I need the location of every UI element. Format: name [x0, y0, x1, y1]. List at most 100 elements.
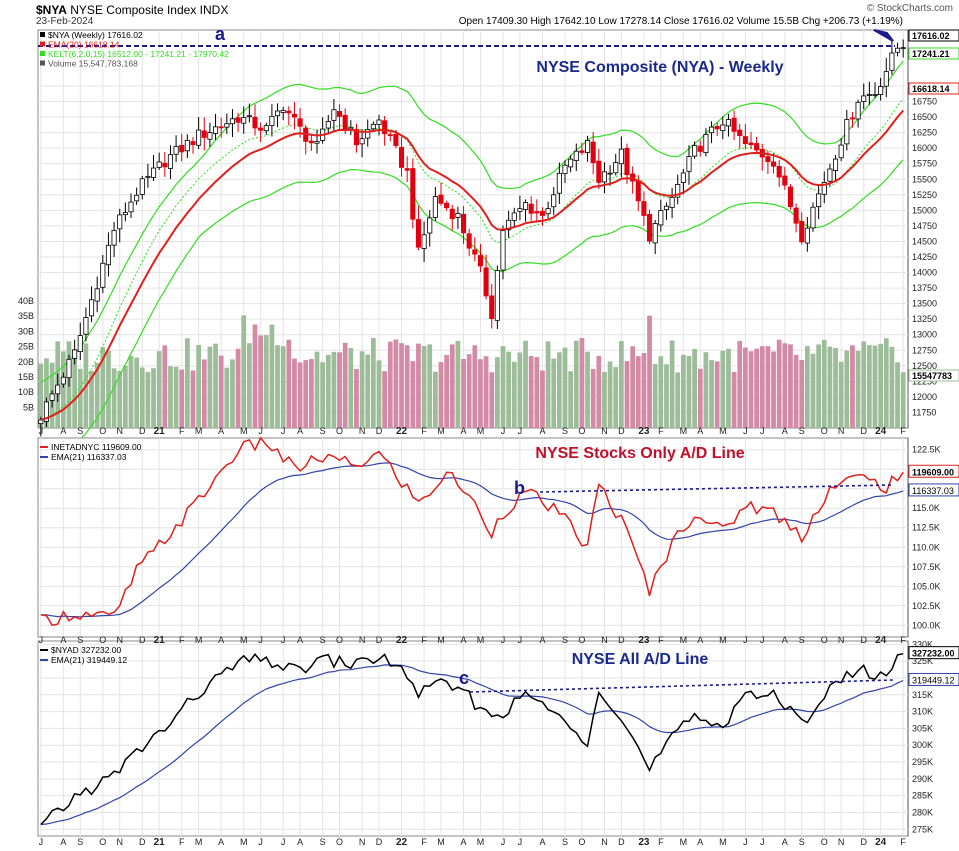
legend-swatch [40, 51, 45, 56]
volume-bar [94, 362, 100, 428]
x-tick-label: F [658, 837, 664, 847]
volume-bar [776, 339, 782, 428]
candle-body [275, 110, 281, 117]
x-tick-label: J [501, 426, 506, 436]
volume-bar [799, 359, 805, 428]
volume-bar [573, 340, 579, 428]
y-tick-label: 13500 [912, 299, 937, 309]
volume-bar [292, 358, 297, 428]
candle-body [72, 349, 78, 359]
x-tick-label: N [601, 426, 608, 436]
candle-body [692, 145, 698, 157]
y-tick-label: 15750 [912, 159, 937, 169]
value-label-box [908, 464, 959, 478]
volume-tick-label: 35B [18, 311, 34, 321]
volume-bar [348, 348, 354, 428]
x-tick-label: A [782, 426, 788, 436]
candle-body [111, 229, 117, 246]
candle-body [754, 143, 760, 151]
value-label-box [908, 483, 959, 497]
x-tick-label: A [697, 635, 703, 645]
x-tick-label: D [618, 426, 625, 436]
candle-body [771, 161, 777, 167]
x-tick-label: J [258, 635, 263, 645]
candle-body [89, 299, 95, 317]
y-tick-label: 285K [912, 791, 933, 801]
candle-body [179, 145, 185, 153]
x-tick-label: M [240, 635, 248, 645]
volume-bar [269, 324, 275, 428]
annotation-a: a [215, 24, 226, 44]
candle-body [658, 210, 664, 226]
x-tick-label: D [376, 426, 383, 436]
volume-bar [528, 356, 534, 428]
x-tick-label: 23 [638, 635, 650, 646]
header-ohlc: Open 17409.30 High 17642.10 Low 17278.14… [458, 16, 903, 27]
all-ad-panel[interactable]: 275K280K285K290K295K300K305K310K315K320K… [37, 639, 959, 837]
candle-body [720, 124, 726, 132]
candle-body [43, 401, 49, 422]
candle-body [376, 119, 382, 125]
x-tick-label: J [743, 426, 748, 436]
candle-body [201, 130, 207, 138]
candle-body [748, 142, 754, 146]
volume-bar [771, 351, 776, 428]
volume-bar [128, 355, 134, 428]
x-tick-label: D [139, 837, 146, 847]
candle-body [680, 172, 686, 183]
candles [38, 39, 906, 437]
candle-body [714, 125, 720, 130]
volume-tick-label: 25B [18, 342, 34, 352]
arrow-annotation [873, 29, 894, 42]
volume-bar [252, 324, 258, 428]
volume-bar [370, 338, 376, 428]
volume-bar [190, 370, 196, 428]
value-label-box [908, 369, 959, 382]
y-tick-label: 14000 [912, 268, 937, 278]
x-tick-label: N [359, 426, 366, 436]
x-tick-label: N [838, 426, 845, 436]
candle-body [399, 146, 405, 168]
candle-body [635, 180, 641, 202]
volume-bar [168, 366, 173, 428]
stocks-only-ad-panel[interactable]: 100.0K 102.5K 105.0K 107.5K 110.0K 112.5K 115.… [37, 436, 959, 638]
x-tick-label: 22 [396, 837, 408, 848]
volume-bar [196, 344, 202, 428]
y-tick-label: 13000 [912, 330, 937, 340]
volume-bar [100, 347, 106, 428]
x-tick-label: M [477, 426, 485, 436]
volume-bar [258, 335, 264, 428]
volume-bar [483, 356, 489, 428]
y-tick-label: 12500 [912, 361, 937, 371]
x-tick-label: F [421, 426, 427, 436]
y-tick-label: 16750 [912, 97, 937, 107]
volume-bar [821, 339, 827, 428]
candle-body [105, 244, 111, 266]
candle-body [258, 127, 264, 131]
candle-body [579, 150, 585, 153]
volume-bar [872, 345, 878, 428]
volume-bar [866, 345, 872, 428]
y-tick-label: 16250 [912, 128, 937, 138]
volume-bar [60, 351, 66, 428]
volume-bar [500, 346, 506, 428]
y-tick-label: 115.0K [912, 503, 940, 513]
y-tick-label: 14250 [912, 252, 937, 262]
x-tick-label: F [179, 635, 185, 645]
price-panel[interactable]: 1175012000122501250012750130001325013500… [18, 24, 959, 459]
y-tick-label: 122.5K [912, 445, 941, 455]
candle-body [556, 172, 562, 194]
candle-body [83, 317, 89, 335]
source-credit: © StockCharts.com [866, 3, 953, 14]
candle-body [342, 114, 348, 132]
volume-bar [308, 359, 314, 428]
volume-bar [342, 342, 348, 428]
volume-bar [697, 368, 703, 428]
x-tick-label: S [77, 635, 83, 645]
candle-body [184, 139, 190, 152]
x-tick-label: J [501, 635, 506, 645]
volume-bar [156, 351, 162, 428]
candle-body [427, 217, 433, 234]
volume-bar [742, 347, 748, 428]
x-tick-label: O [99, 837, 106, 847]
